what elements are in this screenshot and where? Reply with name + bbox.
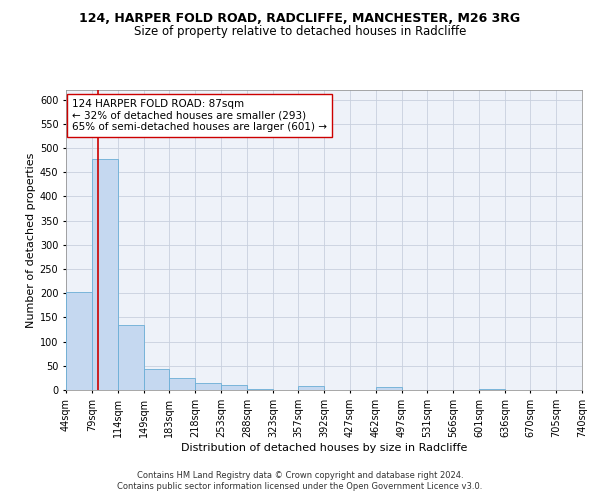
Bar [221, 384, 247, 390]
Bar [247, 389, 273, 390]
Text: Size of property relative to detached houses in Radcliffe: Size of property relative to detached ho… [134, 25, 466, 38]
Bar [195, 382, 221, 390]
Bar [376, 386, 402, 390]
Bar [144, 369, 169, 390]
X-axis label: Distribution of detached houses by size in Radcliffe: Distribution of detached houses by size … [181, 442, 467, 452]
Bar [298, 386, 324, 390]
Text: 124 HARPER FOLD ROAD: 87sqm
← 32% of detached houses are smaller (293)
65% of se: 124 HARPER FOLD ROAD: 87sqm ← 32% of det… [72, 98, 327, 132]
Text: Contains public sector information licensed under the Open Government Licence v3: Contains public sector information licen… [118, 482, 482, 491]
Bar [118, 324, 144, 390]
Bar [66, 292, 92, 390]
Text: Contains HM Land Registry data © Crown copyright and database right 2024.: Contains HM Land Registry data © Crown c… [137, 471, 463, 480]
Bar [92, 159, 118, 390]
Bar [169, 378, 195, 390]
Text: 124, HARPER FOLD ROAD, RADCLIFFE, MANCHESTER, M26 3RG: 124, HARPER FOLD ROAD, RADCLIFFE, MANCHE… [79, 12, 521, 26]
Bar [479, 389, 505, 390]
Y-axis label: Number of detached properties: Number of detached properties [26, 152, 35, 328]
